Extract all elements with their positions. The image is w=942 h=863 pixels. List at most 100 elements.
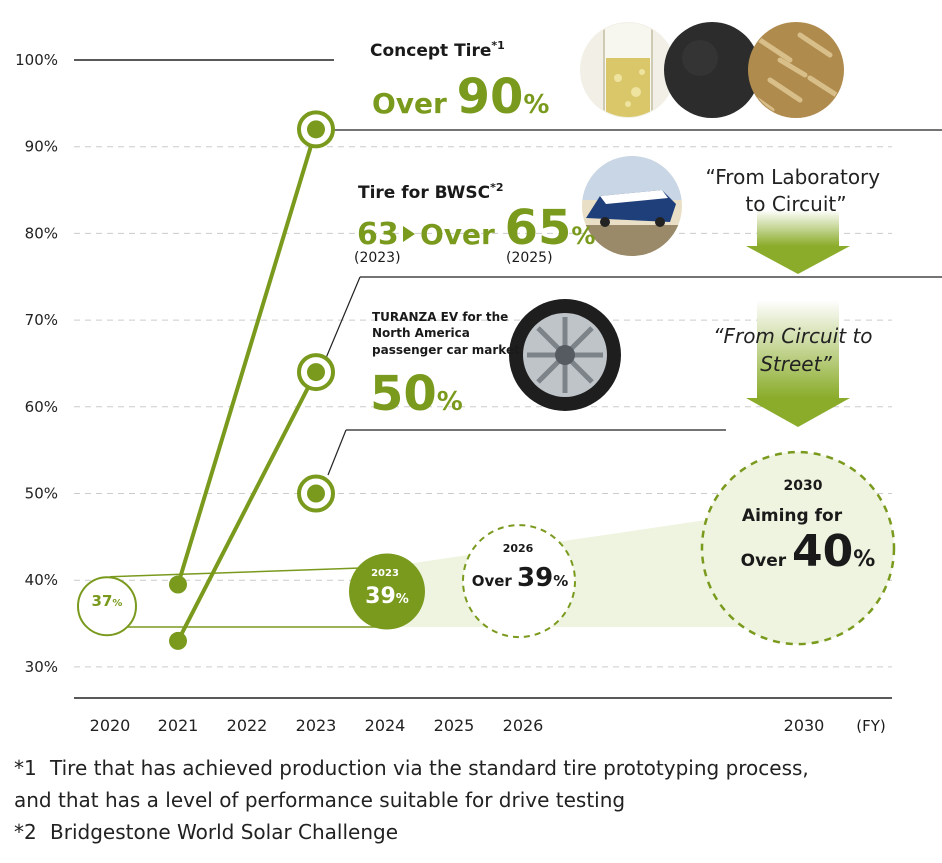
company-2030-year: 2030 — [784, 478, 823, 494]
solar-car-icon — [582, 156, 682, 256]
carbon-black-icon — [664, 22, 760, 118]
chart: 100%90%80%70%60%50%40%30%2020 2021 2022 202… — [15, 22, 942, 735]
oil-bottle-icon — [580, 22, 676, 118]
company-2030-unit: % — [853, 547, 875, 572]
x-tick-label: 2020 — [90, 716, 131, 735]
company-2030-prefix: Over — [741, 551, 792, 571]
milestone-concept-value: 90 — [457, 69, 524, 125]
series-3-point-core — [307, 484, 325, 503]
series-1-point-core — [307, 120, 325, 139]
company-2023-circle — [349, 553, 425, 630]
company-2026-circle — [462, 524, 576, 639]
svg-text:Over 65%: Over 65% — [420, 200, 595, 256]
series-1-point — [169, 575, 187, 594]
company-2023-year: 2023 — [371, 568, 399, 579]
y-tick-label: 100% — [15, 51, 58, 69]
company-2020-value: 37 — [92, 592, 113, 610]
x-axis-unit: (FY) — [856, 717, 886, 735]
footnote-1: *1 Tire that has achieved production via… — [14, 752, 934, 784]
markers — [77, 110, 896, 650]
series-lines — [176, 128, 318, 642]
y-tick-label: 40% — [25, 571, 58, 589]
x-tick-label: 2025 — [434, 716, 475, 735]
company-2023-unit: % — [396, 592, 409, 607]
company-2030-circle — [700, 450, 896, 646]
svg-text:Concept Tire*1: Concept Tire*1 — [370, 39, 505, 61]
milestone-bwsc-from-year: (2023) — [354, 250, 401, 266]
footnote-1-continued: and that has a level of performance suit… — [14, 784, 934, 816]
y-tick-label: 30% — [25, 658, 58, 676]
svg-text:Tire for BWSC*2: Tire for BWSC*2 — [358, 181, 504, 203]
annotation-circuit-street-1: “From Circuit to — [713, 324, 872, 348]
x-tick-label: 2023 — [296, 716, 337, 735]
company-2030-value: 40 — [792, 526, 853, 577]
milestone-bwsc-from: 63 — [357, 217, 399, 252]
x-tick-label: 2030 — [784, 716, 825, 735]
footnote-2-mark: *2 — [14, 820, 37, 844]
x-tick-label: 2021 — [158, 716, 199, 735]
annotation-lab-circuit-1: “From Laboratory — [706, 165, 881, 189]
annotation-lab-circuit-2: to Circuit” — [745, 192, 846, 216]
footnote-1-mark: *1 — [14, 756, 37, 780]
milestone-turanza-label-3: passenger car market — [372, 343, 520, 357]
company-2026-prefix: Over — [472, 572, 517, 590]
svg-text:37%: 37% — [92, 592, 123, 610]
axes: 100%90%80%70%60%50%40%30%2020 2021 2022 202… — [15, 51, 892, 735]
x-tick-label: 2026 — [503, 716, 544, 735]
company-2026-value: 39 — [517, 563, 553, 593]
milestone-turanza-label-1: TURANZA EV for the — [372, 310, 508, 324]
milestone-bwsc-to-year: (2025) — [506, 250, 553, 266]
x-tick-label: 2022 — [227, 716, 268, 735]
down-arrow-icon — [746, 210, 850, 274]
footnote-1-text-1: Tire that has achieved production via th… — [50, 756, 809, 780]
x-tick-label: 2024 — [365, 716, 406, 735]
milestone-bwsc-label: Tire for BWSC — [358, 183, 490, 203]
annotation-circuit-street-2: Street” — [760, 352, 832, 376]
y-tick-label: 80% — [25, 224, 58, 242]
svg-text:Over 40%: Over 40% — [741, 526, 876, 577]
y-tick-label: 90% — [25, 138, 58, 156]
milestone-bwsc-value: 65 — [505, 200, 572, 256]
leader-line — [327, 429, 347, 476]
tire-icon — [509, 299, 621, 411]
footnotes: *1 Tire that has achieved production via… — [14, 752, 934, 848]
down-arrow-icon — [746, 300, 850, 427]
milestone-bwsc-unit: % — [571, 222, 595, 250]
company-2023-value: 39 — [365, 584, 396, 609]
connector-lines — [109, 129, 942, 628]
series-1-line — [176, 128, 318, 586]
svg-text:39%: 39% — [365, 584, 409, 609]
company-2026-unit: % — [553, 572, 568, 590]
y-tick-label: 60% — [25, 398, 58, 416]
milestone-turanza-value: 50 — [370, 366, 437, 422]
series-2-point — [169, 631, 187, 650]
footnote-marker: *1 — [491, 39, 504, 52]
series-2-point-core — [307, 363, 325, 382]
svg-text:Over 90%: Over 90% — [372, 69, 549, 125]
series-2-line — [176, 371, 318, 642]
milestone-concept-label: Concept Tire — [370, 41, 491, 61]
svg-text:50%: 50% — [370, 366, 463, 422]
milestone-turanza-label-2: North America — [372, 326, 470, 340]
y-tick-label: 50% — [25, 485, 58, 503]
footnote-1-text-2: and that has a level of performance suit… — [14, 788, 626, 812]
milestone-concept-unit: % — [523, 90, 549, 120]
rice-husk-icon — [748, 22, 844, 118]
svg-text:Over 39%: Over 39% — [472, 563, 569, 593]
svg-text:TURANZA EV for the North A: TURANZA EV for the North America passeng… — [372, 310, 520, 357]
milestone-bwsc-prefix: Over — [420, 218, 505, 251]
company-2020-circle — [77, 576, 137, 637]
y-tick-label: 70% — [25, 311, 58, 329]
arrow-right-icon — [403, 226, 415, 242]
svg-text:“From Circuit to Street”: “From Circuit to Street” — [713, 324, 879, 376]
company-2026-year: 2026 — [503, 542, 534, 555]
company-2020-unit: % — [112, 598, 122, 609]
milestone-concept-prefix: Over — [372, 87, 457, 120]
company-2030-aiming: Aiming for — [742, 506, 843, 526]
footnote-2: *2 Bridgestone World Solar Challenge — [14, 816, 934, 848]
leader-line — [325, 276, 361, 359]
milestone-turanza-unit: % — [437, 387, 463, 417]
footnote-2-text: Bridgestone World Solar Challenge — [50, 820, 399, 844]
svg-text:“From Laboratory to Circui: “From Laboratory to Circuit” — [706, 165, 887, 216]
footnote-marker: *2 — [490, 181, 503, 194]
